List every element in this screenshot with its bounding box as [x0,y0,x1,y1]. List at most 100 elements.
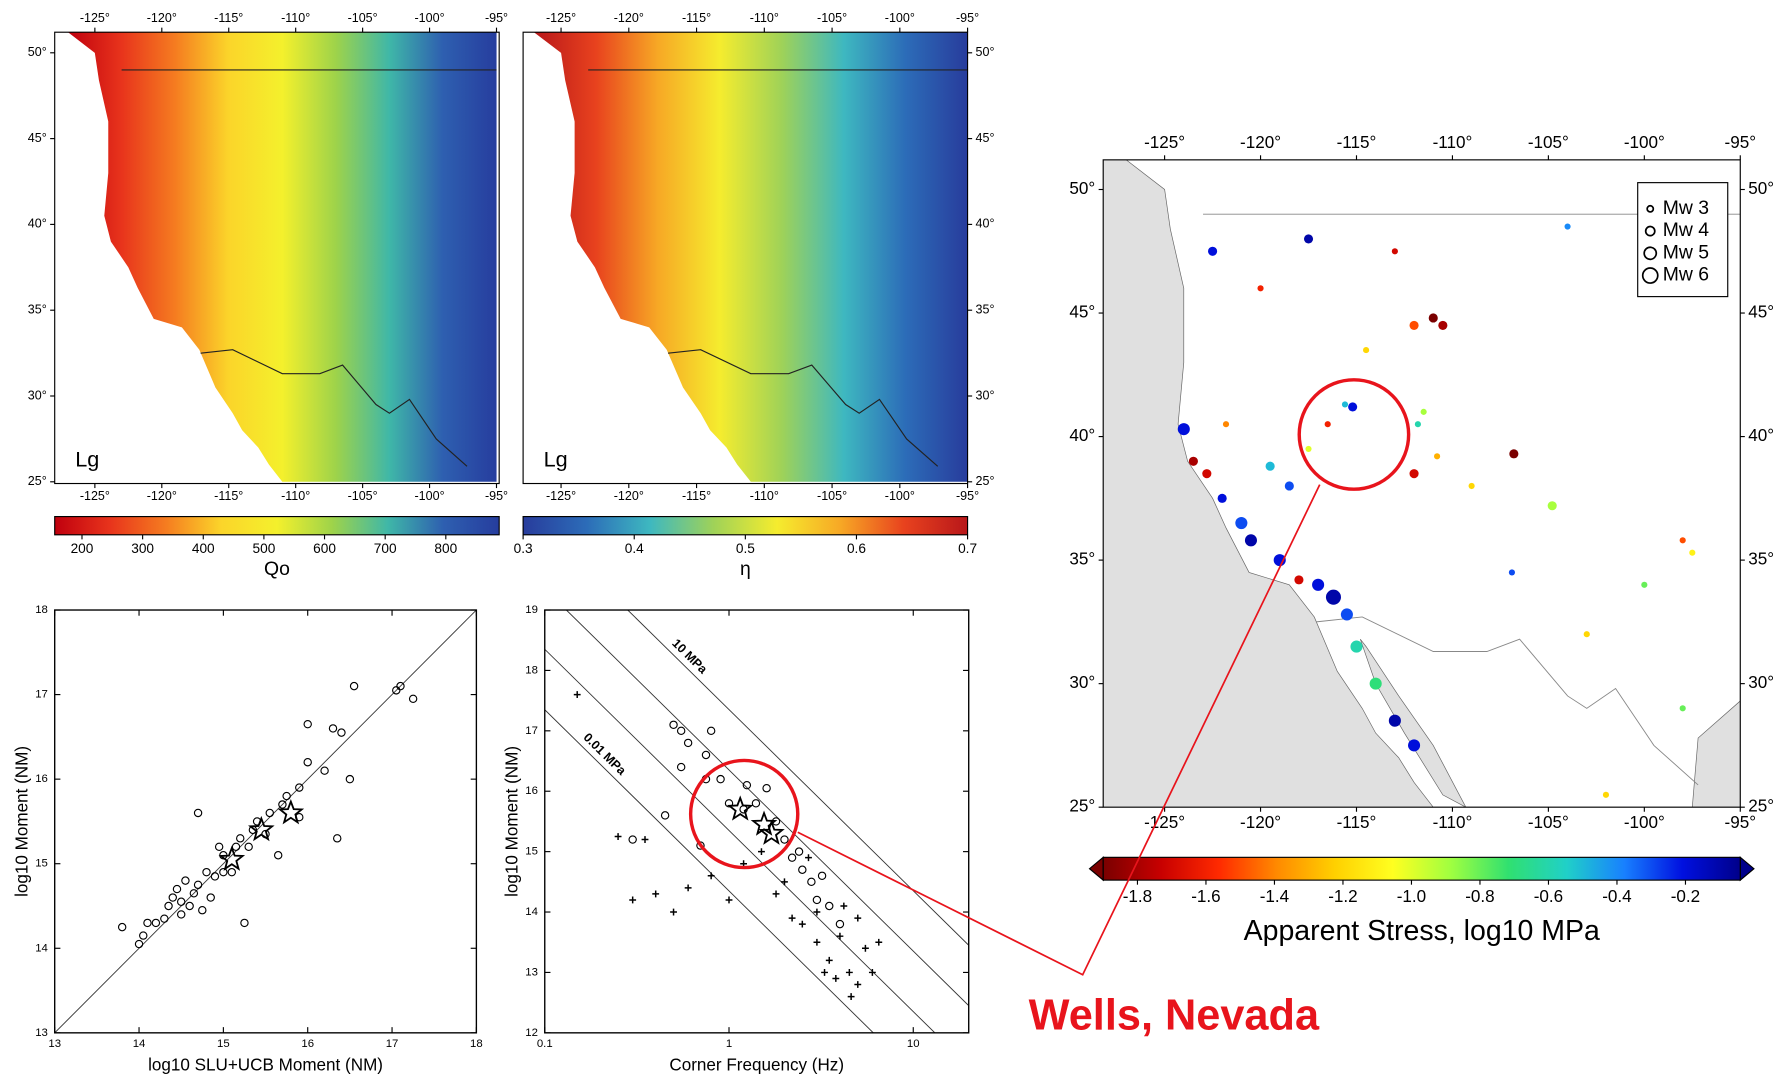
event [1202,469,1211,478]
y-tick-label: 40° [1748,426,1774,445]
legend-label: Mw 5 [1663,241,1709,263]
y-tick-label: 45° [28,131,47,145]
map-label: Lg [75,446,99,471]
event [1680,705,1686,711]
legend-label: Mw 4 [1663,219,1709,241]
x-tick-label: 16 [301,1038,314,1050]
line-label: 0.01 MPa [581,730,630,778]
point [182,877,189,884]
point [615,833,622,840]
colorbar-tick-label: 800 [434,541,457,556]
x-tick-label: -100° [415,11,445,25]
x-tick-label: -95° [956,489,979,503]
event [1392,248,1398,254]
x-tick-label: -100° [415,489,445,503]
colorbar-tick-label: 400 [192,541,215,556]
point [813,896,820,903]
point [642,836,649,843]
point [854,981,861,988]
point [702,751,709,758]
point [346,775,353,782]
point [869,969,876,976]
y-tick-label: 35° [1069,550,1095,569]
star-point [280,802,302,823]
x-tick-label: -100° [1624,813,1665,832]
colorbar-tick-label: 0.3 [514,541,533,556]
event [1548,501,1557,510]
annotation-text: Wells, Nevada [1029,991,1320,1039]
point [152,919,159,926]
point [178,898,185,905]
x-tick-label: -120° [1240,813,1281,832]
point [781,878,788,885]
event [1509,449,1518,458]
event [1421,409,1427,415]
event [1469,483,1475,489]
colorbar-tick-label: -0.6 [1534,887,1563,906]
point [726,897,733,904]
point [144,919,151,926]
point [140,932,147,939]
point [652,890,659,897]
event [1680,537,1686,543]
point [854,915,861,922]
x-tick-label: -105° [348,11,378,25]
event [1245,534,1257,546]
event [1509,569,1515,575]
colorbar-tick-label: 500 [253,541,276,556]
x-tick-label: -125° [80,11,110,25]
event [1208,247,1217,256]
event [1564,223,1570,229]
x-tick-label: -125° [546,489,576,503]
point [216,843,223,850]
event [1285,481,1294,490]
reference-line [545,649,935,1033]
event [1410,469,1419,478]
y-tick-label: 50° [976,45,995,59]
event [1584,631,1590,637]
colorbar-tick-label: 700 [374,541,397,556]
x-tick-label: -100° [885,489,915,503]
event [1326,590,1341,605]
colorbar-label: Apparent Stress, log10 MPa [1244,915,1600,947]
colorbar-tick-label: -0.8 [1465,887,1494,906]
y-tick-label: 18 [35,604,48,616]
event [1304,234,1313,243]
x-tick-label: -125° [1144,813,1185,832]
point [661,812,668,819]
x-tick-label: -120° [1240,133,1281,152]
y-tick-label: 30° [976,388,995,402]
point [245,843,252,850]
y-tick-label: 50° [28,45,47,59]
point [685,884,692,891]
x-tick-label: 10 [907,1038,920,1050]
legend-marker [1644,247,1656,259]
colorbar-tick-label: 600 [313,541,336,556]
x-tick-label: 0.1 [537,1038,553,1050]
highlight-circle [691,760,798,867]
colorbar-tick-label: -0.2 [1671,887,1700,906]
point [237,835,244,842]
point [837,933,844,940]
map-area [534,32,968,482]
point [788,854,795,861]
point [781,836,788,843]
event [1312,579,1324,591]
x-tick-label: -115° [214,489,243,503]
point [708,872,715,879]
colorbar-tick-label: 0.7 [958,541,977,556]
point [203,869,210,876]
point [194,809,201,816]
point [165,902,172,909]
point [763,785,770,792]
point [808,878,815,885]
y-axis-label: log10 Moment (NM) [12,746,31,897]
y-tick-label: 13 [35,1027,48,1039]
point [836,920,843,927]
point [350,682,357,689]
y-tick-label: 16 [525,785,538,797]
event [1350,641,1362,653]
plot-area [55,610,477,1033]
point [826,902,833,909]
y-tick-label: 50° [1069,179,1095,198]
